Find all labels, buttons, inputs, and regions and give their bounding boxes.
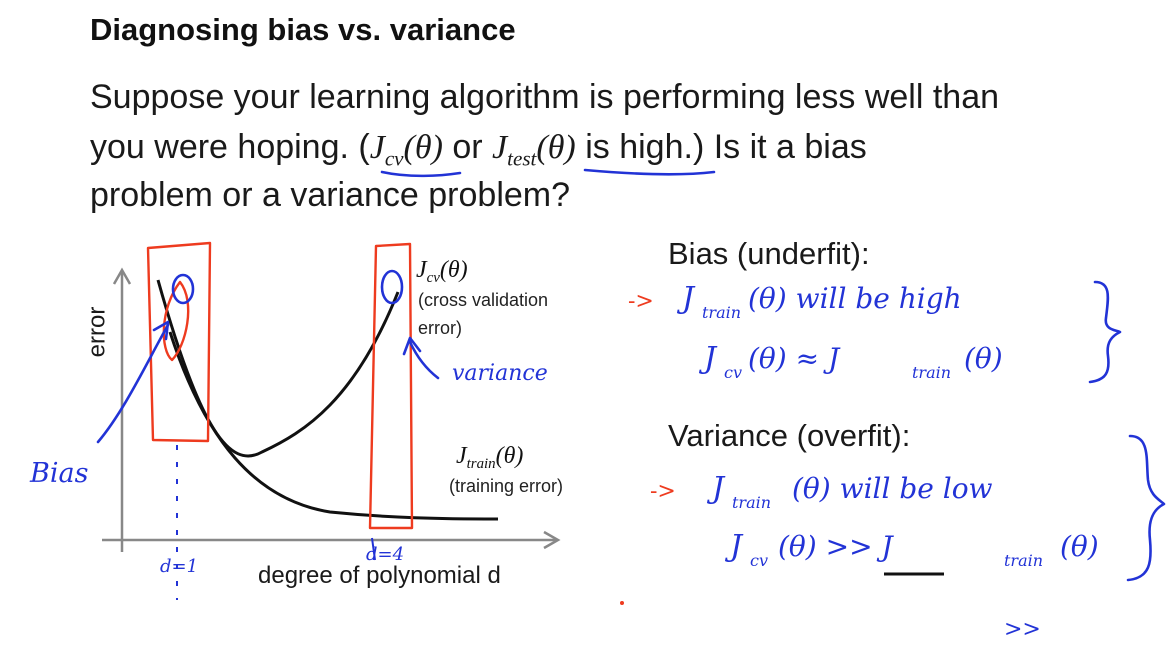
bias-line-1: J train (θ) will be high — [676, 281, 962, 322]
jtest-j: J — [492, 129, 508, 166]
bias-arrow-head — [152, 320, 170, 341]
chart-axes — [102, 267, 561, 552]
slide-title: Diagnosing bias vs. variance — [90, 12, 516, 47]
bias-line-2-sub2: train — [912, 363, 951, 382]
jtest-formula: Jtest(θ) — [492, 129, 576, 170]
x-axis-arrowhead — [543, 530, 561, 550]
variance-line-2: J cv (θ) >> J train (θ) — [724, 529, 1099, 570]
variance-handwritten: variance — [452, 361, 548, 386]
bias-handwritten: Bias — [29, 458, 88, 489]
train-label-j: J — [456, 443, 467, 469]
y-axis-arrowhead — [112, 267, 132, 285]
cv-error-curve — [156, 279, 400, 458]
intro-line-2-end: is high.) Is it a bias — [575, 128, 867, 166]
variance-brace — [1126, 434, 1166, 582]
variance-line-1-rest: (θ) will be low — [792, 472, 993, 505]
variance-heading: Variance (overfit): — [668, 418, 911, 453]
bias-red-scribble — [162, 280, 190, 362]
d4-tick — [371, 537, 376, 561]
bias-line-1-rest: (θ) will be high — [748, 282, 962, 315]
bias-line-1-sub: train — [702, 303, 741, 322]
bias-arrow-marker: -> — [628, 289, 654, 314]
bias-region-box — [146, 241, 212, 443]
cv-label-sub: cv — [426, 270, 440, 287]
jtest-underline — [583, 168, 716, 176]
much-greater-scribble: >> — [1004, 617, 1041, 642]
jcv-j: J — [369, 129, 385, 166]
variance-region-box — [368, 242, 414, 530]
intro-line-2: you were hoping. (Jcv(θ) or Jtest(θ) is … — [90, 128, 867, 171]
jtest-arg: (θ) — [536, 129, 576, 166]
chart-x-label: degree of polynomial d — [258, 562, 501, 589]
train-label-arg: (θ) — [495, 443, 524, 469]
bias-arrow-line — [96, 323, 170, 444]
bias-line-2: J cv (θ) ≈ J train (θ) — [698, 341, 1003, 382]
intro-or: or — [442, 128, 493, 166]
bias-line-1-j: J — [676, 281, 696, 316]
cv-label-arg: (θ) — [439, 257, 468, 283]
intro-line-3: problem or a variance problem? — [90, 176, 571, 214]
jcv-underline — [380, 170, 462, 178]
variance-line-2-mid: (θ) >> J — [778, 530, 894, 563]
jtest-sub: test — [507, 146, 537, 171]
variance-arrow-line — [408, 340, 440, 380]
variance-line-2-j: J — [724, 529, 744, 564]
bias-line-2-j: J — [698, 341, 718, 376]
variance-arrow-head — [402, 336, 422, 356]
bias-line-2-mid: (θ) ≈ J — [748, 342, 841, 375]
jcv-arg: (θ) — [403, 129, 443, 166]
variance-line-1: J train (θ) will be low — [706, 471, 993, 512]
cv-curve-label: Jcv(θ) — [416, 256, 468, 287]
train-label-sub: train — [466, 456, 496, 473]
d4-label: d=4 — [366, 544, 404, 565]
cv-label-j: J — [416, 257, 427, 283]
bias-line-2-rest: (θ) — [964, 342, 1003, 375]
variance-point-circle — [380, 269, 404, 305]
d1-label: d=1 — [160, 556, 198, 577]
variance-arrow-marker: -> — [650, 479, 676, 504]
jcv-formula: Jcv(θ) — [369, 129, 443, 170]
variance-line-2-sub: cv — [750, 551, 768, 570]
bias-line-2-sub: cv — [724, 363, 742, 382]
bias-brace — [1088, 280, 1122, 384]
red-dot — [620, 601, 624, 605]
variance-line-1-j: J — [706, 471, 726, 506]
bias-heading: Bias (underfit): — [668, 236, 870, 271]
bias-point-circle — [171, 273, 195, 305]
train-curve-label: Jtrain(θ) — [456, 442, 523, 473]
jcv-sub: cv — [384, 146, 404, 171]
intro-line-1: Suppose your learning algorithm is perfo… — [90, 78, 1000, 116]
variance-line-1-sub: train — [732, 493, 771, 512]
variance-line-2-sub2: train — [1004, 551, 1043, 570]
cv-label-note-2: error) — [418, 318, 462, 338]
intro-line-2-start: you were hoping. ( — [90, 128, 370, 166]
train-error-curve — [168, 331, 499, 521]
variance-line-2-rest: (θ) — [1060, 530, 1099, 563]
train-label-note: (training error) — [449, 476, 564, 496]
cv-label-note-1: (cross validation — [418, 290, 549, 310]
